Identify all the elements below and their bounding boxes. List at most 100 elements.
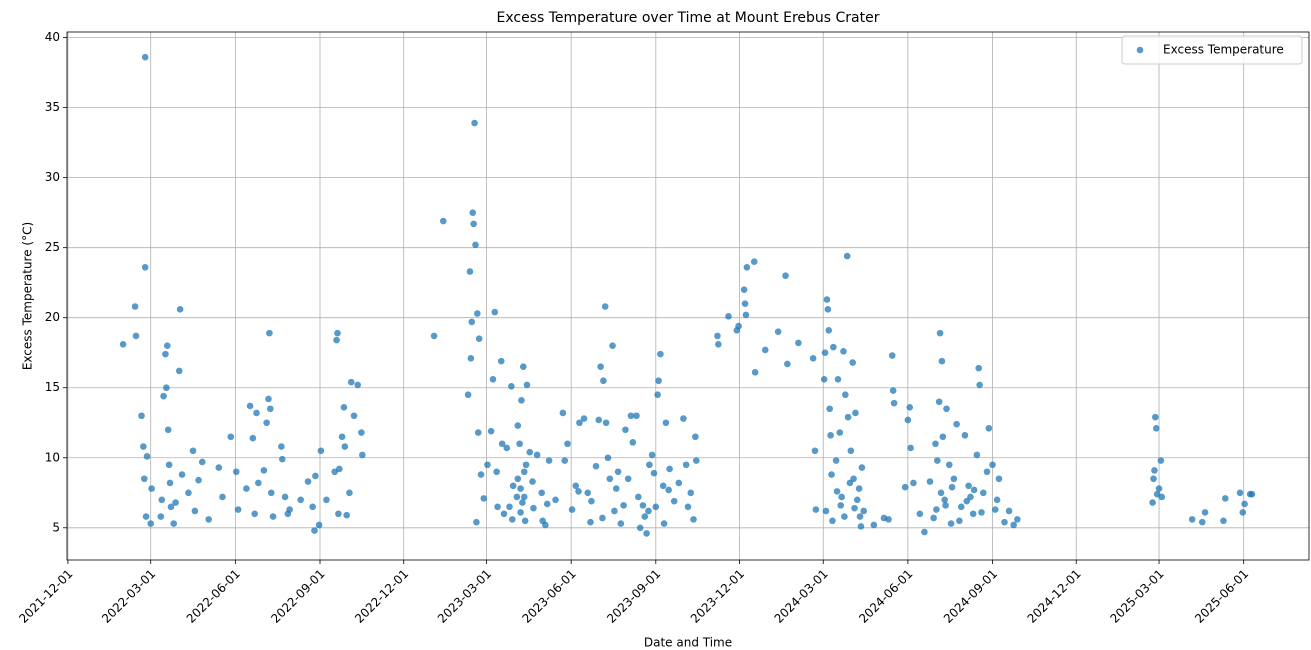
data-point — [692, 457, 700, 464]
data-point — [142, 513, 150, 520]
data-point — [141, 263, 149, 271]
data-point — [520, 468, 528, 476]
data-point — [1236, 489, 1244, 497]
data-point — [932, 440, 939, 448]
data-point — [665, 486, 672, 494]
data-point — [970, 486, 978, 494]
data-point — [175, 367, 183, 375]
data-point — [856, 513, 864, 520]
data-point — [635, 493, 642, 501]
data-point — [592, 462, 600, 470]
x-tick-label: 2023-03-01 — [435, 567, 494, 626]
data-point — [514, 422, 522, 429]
x-tick-label: 2025-03-01 — [1107, 567, 1166, 626]
data-point — [840, 348, 847, 355]
data-point — [657, 350, 664, 358]
x-tick-label: 2024-12-01 — [1025, 567, 1084, 626]
data-point — [1150, 475, 1157, 483]
data-point — [602, 419, 610, 427]
data-point — [1241, 500, 1248, 508]
data-point — [521, 517, 529, 525]
data-point — [889, 387, 897, 394]
data-point — [533, 451, 541, 459]
data-point — [297, 496, 304, 504]
data-point — [858, 464, 866, 471]
data-point — [561, 457, 569, 464]
data-point — [682, 461, 690, 469]
data-point — [687, 489, 695, 497]
data-point — [741, 300, 749, 308]
chart-title: Excess Temperature over Time at Mount Er… — [497, 10, 880, 26]
data-point — [334, 329, 341, 337]
data-point — [606, 475, 614, 483]
data-point — [131, 303, 139, 310]
data-point — [715, 341, 722, 348]
legend-label: Excess Temperature — [1163, 43, 1284, 57]
data-point — [336, 465, 343, 473]
data-point — [340, 404, 348, 411]
data-point — [165, 461, 173, 469]
data-point — [662, 419, 670, 427]
data-point — [311, 527, 318, 534]
data-point — [811, 447, 819, 455]
data-point — [1151, 467, 1158, 474]
data-point — [838, 493, 845, 501]
data-point — [269, 513, 277, 520]
data-point — [934, 457, 941, 464]
x-tick-label: 2022-12-01 — [352, 567, 411, 626]
data-point — [956, 517, 963, 525]
data-point — [629, 439, 637, 446]
data-point — [234, 506, 242, 513]
data-point — [503, 444, 511, 452]
data-point — [517, 485, 524, 492]
data-point — [263, 419, 270, 427]
data-point — [494, 503, 501, 511]
data-point — [921, 528, 928, 536]
data-point — [227, 433, 235, 441]
data-point — [975, 364, 983, 372]
data-point — [468, 318, 476, 326]
data-point — [523, 381, 531, 389]
data-point — [957, 503, 965, 511]
data-point — [784, 360, 791, 368]
data-point — [346, 489, 353, 497]
data-point — [617, 520, 625, 527]
data-point — [1010, 521, 1017, 529]
x-tick-label: 2024-03-01 — [772, 567, 831, 626]
data-point — [837, 502, 845, 509]
data-point — [477, 471, 485, 478]
data-point — [497, 357, 505, 365]
data-point — [742, 311, 750, 319]
data-point — [906, 404, 914, 411]
data-point — [518, 397, 525, 404]
data-point — [826, 405, 833, 413]
data-point — [604, 454, 612, 462]
data-point — [520, 363, 527, 371]
data-point — [842, 391, 849, 399]
data-point — [1005, 507, 1013, 515]
data-point — [469, 209, 477, 216]
data-point — [1220, 517, 1227, 525]
data-point — [1198, 518, 1206, 526]
data-point — [844, 413, 852, 421]
data-point — [286, 506, 293, 513]
data-point — [1248, 490, 1256, 498]
data-point — [995, 475, 1003, 483]
data-point — [1152, 413, 1159, 421]
data-point — [176, 306, 184, 313]
data-point — [304, 478, 312, 485]
data-point — [926, 478, 934, 485]
data-point — [350, 412, 358, 420]
data-point — [639, 502, 647, 509]
data-point — [985, 425, 993, 432]
data-point — [517, 509, 524, 516]
data-point — [138, 412, 145, 420]
data-point — [670, 497, 678, 505]
data-point — [714, 332, 721, 340]
data-point — [624, 475, 632, 483]
data-point — [163, 384, 170, 392]
data-point — [1239, 509, 1247, 516]
data-point — [933, 506, 940, 513]
data-point — [219, 493, 226, 501]
data-point — [989, 461, 996, 469]
